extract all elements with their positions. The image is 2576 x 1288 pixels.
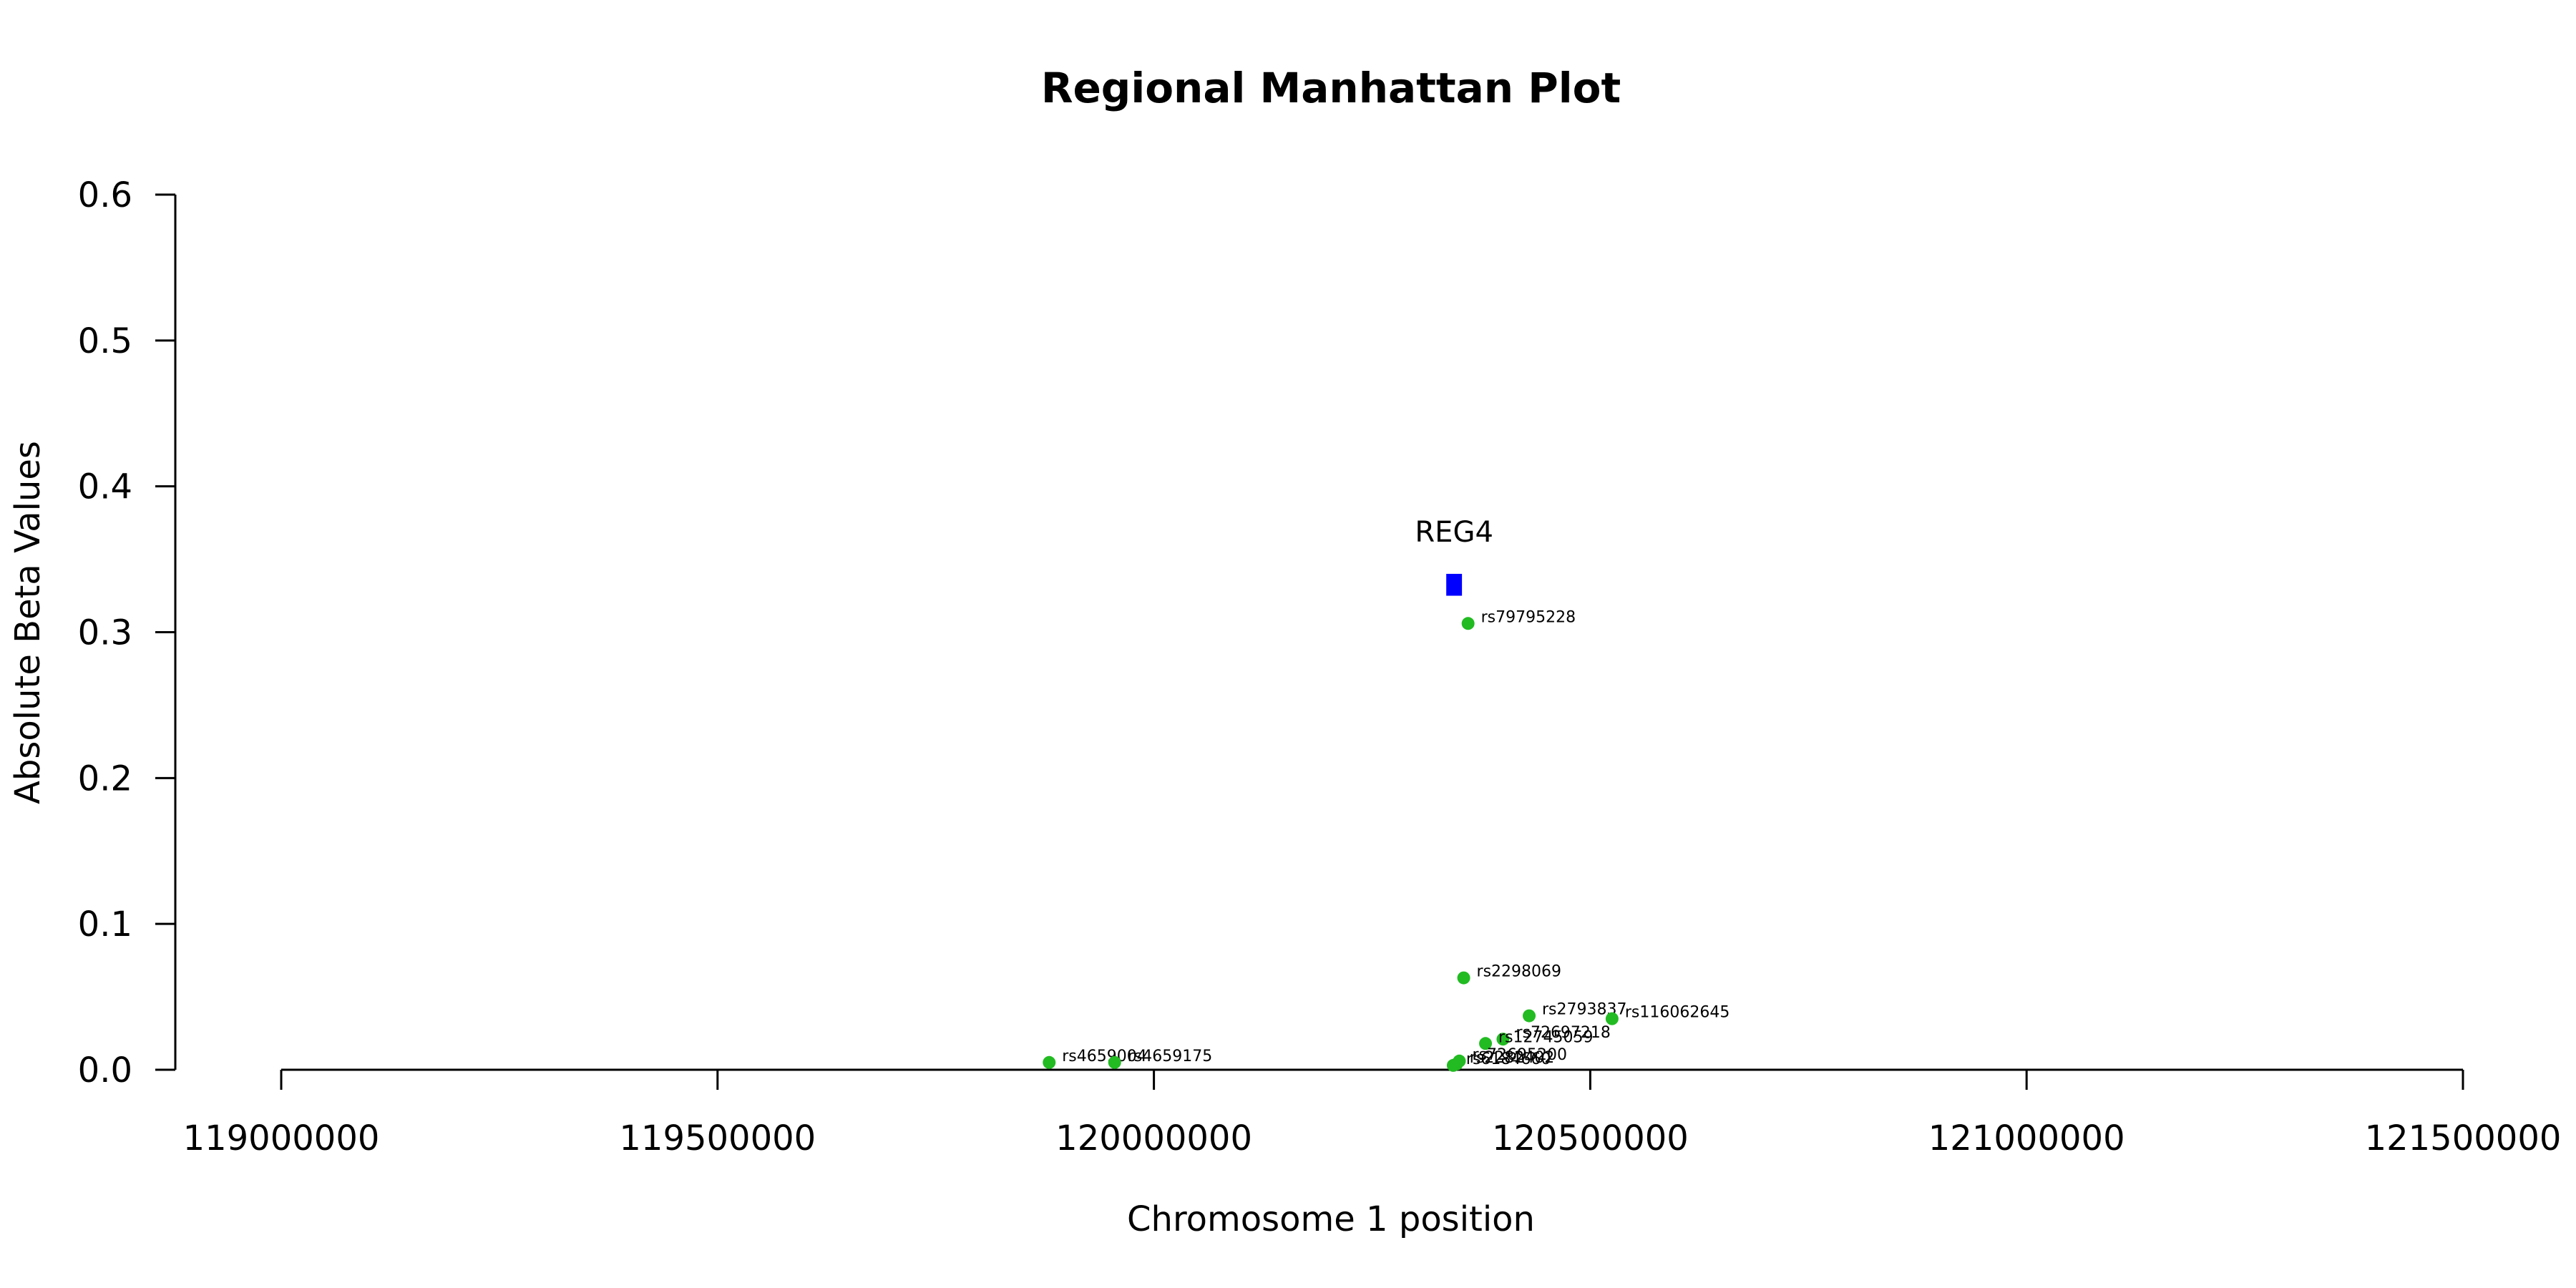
y-tick-label: 0.5	[78, 321, 132, 361]
gene-label-reg4: REG4	[1415, 516, 1493, 549]
chart-title: Regional Manhattan Plot	[1041, 64, 1621, 112]
y-tick-label: 0.2	[78, 758, 132, 799]
snp-label: rs2282402	[1470, 1049, 1555, 1067]
snp-label: rs6184660	[1466, 1050, 1551, 1068]
snp-label: rs72697218	[1516, 1024, 1610, 1042]
gene-layer: REG4	[1415, 516, 1493, 596]
y-tick-label: 0.6	[78, 175, 132, 215]
y-tick-label: 0.4	[78, 467, 132, 507]
snp-point	[1457, 971, 1470, 985]
snp-point	[1461, 617, 1475, 630]
y-tick-label: 0.1	[78, 904, 132, 945]
y-axis: 0.0 0.1 0.2 0.3 0.4 0.5 0.6	[78, 175, 177, 1091]
x-tick-label: 120000000	[1055, 1118, 1252, 1158]
y-tick-label: 0.0	[78, 1050, 132, 1091]
snp-label: rs2298069	[1477, 963, 1562, 981]
snp-label: rs116062645	[1625, 1004, 1729, 1022]
points-layer: rs79795228rs2298069rs2793837rs116062645r…	[1043, 608, 1729, 1072]
x-axis-label: Chromosome 1 position	[1127, 1199, 1535, 1239]
snp-point	[1043, 1055, 1056, 1069]
x-tick-label: 119000000	[183, 1118, 380, 1158]
snp-label: rs72695200	[1472, 1046, 1566, 1064]
snp-point	[1446, 1058, 1460, 1072]
gene-block-reg4	[1446, 573, 1463, 596]
snp-point	[1496, 1033, 1510, 1046]
snp-point	[1523, 1009, 1536, 1023]
snp-point	[1605, 1012, 1619, 1025]
x-tick-label: 121500000	[2365, 1118, 2562, 1158]
snp-point	[1108, 1055, 1121, 1069]
y-tick-label: 0.3	[78, 613, 132, 653]
x-tick-label: 120500000	[1492, 1118, 1689, 1158]
snp-label: rs12745059	[1498, 1028, 1593, 1046]
y-axis-label: Absolute Beta Values	[8, 441, 48, 804]
snp-label: rs79795228	[1481, 608, 1576, 626]
x-tick-label: 121000000	[1928, 1118, 2125, 1158]
x-axis: 119000000 119500000 120000000 120500000 1210…	[183, 1068, 2562, 1158]
snp-point	[1479, 1037, 1493, 1050]
snp-label: rs4659175	[1128, 1048, 1213, 1065]
x-tick-label: 119500000	[619, 1118, 816, 1158]
snp-label: rs4659004	[1062, 1048, 1147, 1065]
